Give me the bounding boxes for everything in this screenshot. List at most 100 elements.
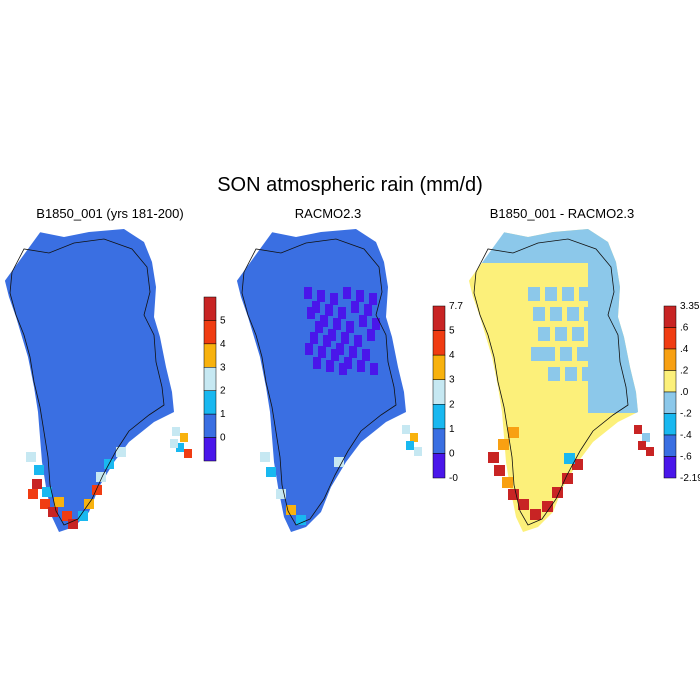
grid-cell (530, 509, 541, 520)
grid-cell (560, 347, 572, 361)
grid-cell (518, 499, 529, 510)
grid-cell (356, 290, 364, 302)
colorbar-label: 3.35 (680, 301, 700, 312)
grid-cell (331, 349, 339, 361)
grid-cell (312, 301, 320, 313)
grid-cell (92, 485, 102, 495)
colorbar-swatch (432, 330, 446, 356)
grid-cell (369, 293, 377, 305)
grid-cell (26, 452, 36, 462)
grid-cell (330, 293, 338, 305)
grid-cell (116, 447, 126, 457)
grid-cell (538, 327, 550, 341)
colorbar-label: 5 (449, 326, 455, 337)
grid-cell (579, 287, 591, 301)
grid-cell (286, 505, 296, 515)
grid-cell (548, 367, 560, 381)
grid-cell (552, 487, 563, 498)
colorbar-label: 2 (449, 399, 455, 410)
grid-cell (543, 347, 555, 361)
grid-cell (601, 307, 613, 321)
panel-title-difference: B1850_001 - RACMO2.3 (489, 206, 635, 221)
grid-cell (310, 332, 318, 344)
grid-cell (96, 472, 106, 482)
colorbar-label: -.4 (680, 430, 692, 441)
colorbar-label: 0 (449, 448, 455, 459)
grid-cell (582, 367, 594, 381)
grid-cell (276, 489, 286, 499)
colorbar-label: -.6 (680, 452, 692, 463)
grid-cell (62, 511, 72, 521)
grid-cell (68, 519, 78, 529)
grid-cell (508, 427, 519, 438)
grid-cell (266, 467, 276, 477)
grid-cell (349, 346, 357, 358)
grid-cell (599, 367, 611, 381)
grid-cell (533, 307, 545, 321)
grid-cell (594, 347, 606, 361)
colorbar-swatch (663, 348, 677, 371)
colorbar-swatch (203, 413, 217, 438)
colorbar-label: -.2 (680, 409, 692, 420)
colorbar-swatch (432, 354, 446, 380)
island-cell (176, 443, 184, 452)
grid-cell (572, 327, 584, 341)
colorbar-label: 0 (220, 433, 226, 444)
grid-cell (323, 335, 331, 347)
grid-cell (313, 357, 321, 369)
map-panel-difference (468, 227, 654, 532)
colorbar-swatch (663, 327, 677, 350)
grid-cell (362, 349, 370, 361)
colorbar-label: -0 (449, 473, 458, 484)
island-cell (410, 433, 418, 442)
grid-cell (577, 347, 589, 361)
grid-cell (326, 360, 334, 372)
grid-cell (359, 315, 367, 327)
grid-cell (307, 307, 315, 319)
colorbar-swatch (203, 390, 217, 415)
grid-cell (584, 307, 596, 321)
grid-cell (346, 321, 354, 333)
grid-cell (334, 457, 344, 467)
island-cell (402, 425, 410, 434)
colorbar-label: 5 (220, 315, 226, 326)
grid-cell (370, 363, 378, 375)
colorbar-label: 3 (449, 375, 455, 386)
grid-cell (333, 318, 341, 330)
grid-cell (32, 479, 42, 489)
grid-cell (78, 511, 88, 521)
grid-cell (567, 307, 579, 321)
grid-cell (488, 452, 499, 463)
colorbar-swatch (203, 320, 217, 345)
grid-cell (550, 307, 562, 321)
grid-cell (339, 363, 347, 375)
grid-cell (305, 343, 313, 355)
grid-cell (542, 501, 553, 512)
map-panel-racmo (236, 227, 422, 532)
grid-cell (367, 329, 375, 341)
colorbar-swatch (432, 404, 446, 430)
colorbar-swatch (663, 391, 677, 414)
grid-cell (341, 332, 349, 344)
grid-cell (606, 327, 618, 341)
colorbar-label: .2 (680, 366, 689, 377)
grid-cell (320, 315, 328, 327)
colorbar-swatch (203, 437, 217, 462)
grid-cell (328, 329, 336, 341)
island-cell (646, 447, 654, 456)
colorbar-label: .4 (680, 344, 689, 355)
map-panel-model (4, 227, 192, 532)
grid-cell (28, 489, 38, 499)
island-cell (172, 427, 180, 436)
island-cell (642, 433, 650, 442)
grid-cell (351, 301, 359, 313)
colorbar-swatch (203, 296, 217, 321)
island-cell (184, 449, 192, 458)
grid-cell (338, 307, 346, 319)
colorbar-swatch (663, 456, 677, 479)
colorbar-swatch (663, 305, 677, 328)
grid-cell (364, 304, 372, 316)
grid-cell (318, 346, 326, 358)
grid-cell (589, 327, 601, 341)
